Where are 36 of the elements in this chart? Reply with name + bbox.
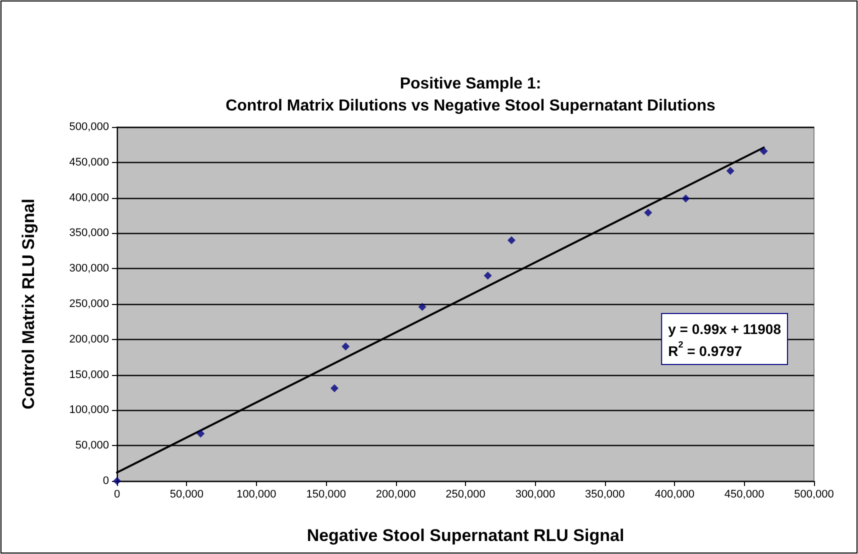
- y-tick-label: 50,000: [75, 440, 109, 452]
- point: [418, 302, 426, 311]
- x-tick-label: 200,000: [376, 488, 416, 500]
- x-tick-label: 0: [114, 488, 120, 500]
- x-tick-label: 50,000: [170, 488, 204, 500]
- y-tick-label: 250,000: [69, 298, 109, 310]
- y-tick-label: 500,000: [69, 121, 109, 133]
- point: [726, 166, 734, 175]
- x-tick-label: 500,000: [794, 488, 834, 500]
- point: [760, 147, 768, 156]
- y-tick-label: 350,000: [69, 227, 109, 240]
- y-tick-label: 150,000: [69, 368, 109, 381]
- y-tick-label: 0: [102, 475, 109, 487]
- point: [330, 384, 338, 392]
- x-tick-label: 450,000: [724, 488, 764, 500]
- x-tick-label: 150,000: [306, 488, 346, 500]
- y-tick-label: 400,000: [69, 192, 109, 204]
- x-tick-label: 100,000: [236, 488, 276, 500]
- x-axis-title: Negative Stool Supernatant RLU Signal: [306, 526, 624, 545]
- annotation: y = 0.99x + 11908: [668, 321, 782, 337]
- point: [508, 236, 516, 244]
- x-tick-label: 250,000: [446, 488, 486, 500]
- y-axis-title: Control Matrix RLU Signal: [19, 198, 38, 410]
- chart-title: Positive Sample 1: Control Matrix Dilutions vs Negative Stool Supernatant Dilutions: [226, 76, 716, 114]
- point: [644, 208, 652, 217]
- point: [484, 272, 492, 280]
- point: [196, 430, 205, 438]
- y-tick-label: 300,000: [69, 262, 109, 275]
- x-tick-label: 350,000: [585, 488, 625, 500]
- x-tick-label: 400,000: [654, 488, 694, 500]
- point: [682, 194, 690, 203]
- y-tick-label: 200,000: [69, 333, 109, 346]
- x-tick-label: 300,000: [515, 488, 556, 500]
- y-tick-label: 450,000: [69, 156, 109, 168]
- y-tick-label: 100,000: [69, 404, 109, 416]
- point: [342, 342, 350, 350]
